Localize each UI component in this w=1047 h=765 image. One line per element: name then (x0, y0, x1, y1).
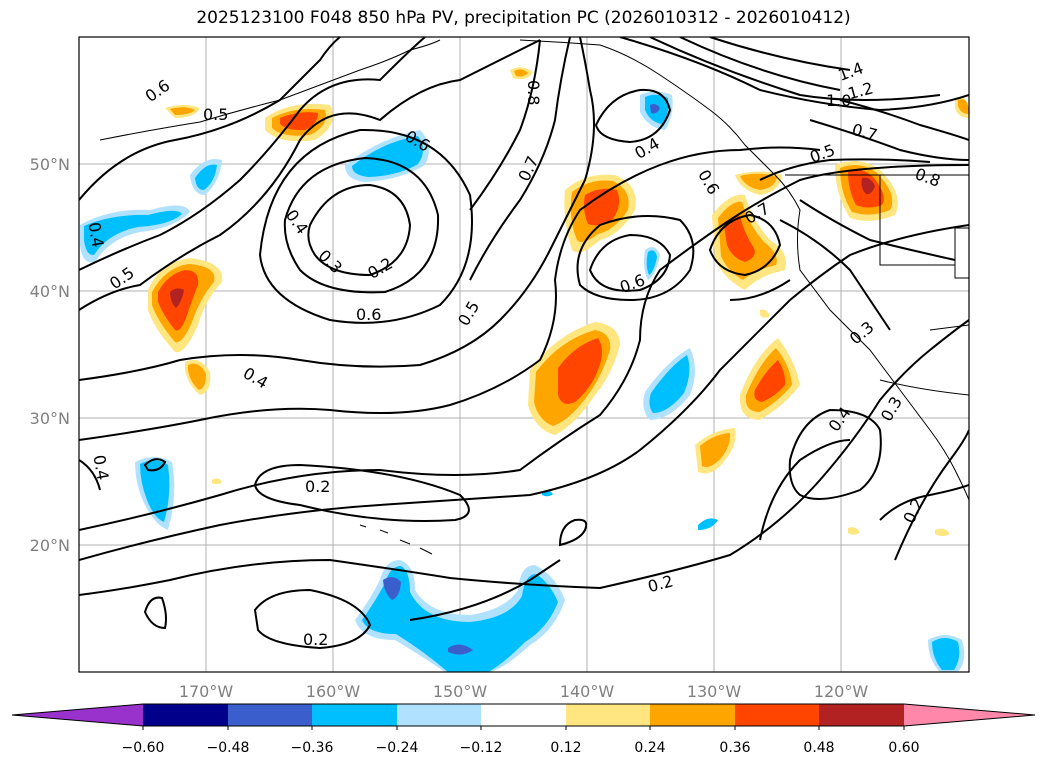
colorbar-tick: 0.12 (550, 740, 581, 756)
lon-axis-labels: 170°W 160°W 150°W 140°W 130°W 120°W (179, 682, 869, 701)
colorbar (11, 703, 1036, 730)
lon-label-120w: 120°W (814, 682, 869, 701)
colorbar-tick: −0.24 (376, 740, 419, 756)
contour-label: 0.4 (84, 221, 107, 249)
contour-label: 0.6 (356, 305, 381, 324)
colorbar-tick: −0.48 (207, 740, 250, 756)
colorbar-tick: 0.24 (634, 740, 665, 756)
lon-label-150w: 150°W (433, 682, 488, 701)
colorbar-segment (228, 704, 312, 726)
colorbar-extend-min (12, 704, 143, 726)
contour-label: 0.5 (203, 105, 228, 124)
precip-negative-areas (80, 91, 965, 672)
lat-label-20n: 20°N (30, 536, 70, 555)
lon-label-160w: 160°W (306, 682, 361, 701)
colorbar-tick: 0.48 (803, 740, 834, 756)
lon-label-140w: 140°W (560, 682, 615, 701)
lon-label-170w: 170°W (179, 682, 234, 701)
pv-contours (79, 37, 969, 650)
colorbar-tick: −0.60 (122, 740, 165, 756)
colorbar-segment (143, 704, 228, 726)
colorbar-tick: −0.36 (291, 740, 334, 756)
contour-label: 0.4 (89, 453, 112, 481)
gridlines (79, 37, 969, 672)
colorbar-segment (481, 704, 566, 726)
contour-label: 0.2 (303, 630, 328, 649)
contour-label: 0.8 (524, 80, 543, 105)
lat-label-30n: 30°N (30, 409, 70, 428)
colorbar-tick: 0.60 (888, 740, 919, 756)
contour-label: 1.0 (826, 91, 851, 110)
colorbar-segment (312, 704, 397, 726)
lon-label-130w: 130°W (687, 682, 742, 701)
colorbar-tick-labels: −0.60 −0.48 −0.36 −0.24 −0.12 0.12 0.24 … (122, 740, 920, 756)
colorbar-segment (819, 704, 904, 726)
map-title: 2025123100 F048 850 hPa PV, precipitatio… (196, 8, 851, 28)
precip-positive-areas (148, 67, 969, 536)
colorbar-segment (735, 704, 819, 726)
lat-axis-labels: 50°N 40°N 30°N 20°N (30, 155, 70, 555)
colorbar-segment (650, 704, 735, 726)
colorbar-tick: −0.12 (460, 740, 503, 756)
colorbar-segment (566, 704, 650, 726)
colorbar-segment (397, 704, 481, 726)
colorbar-tick: 0.36 (719, 740, 750, 756)
colorbar-extend-max (904, 704, 1035, 726)
contour-label: 0.2 (305, 477, 330, 496)
lat-label-40n: 40°N (30, 282, 70, 301)
map-frame (78, 36, 970, 673)
lat-label-50n: 50°N (30, 155, 70, 174)
